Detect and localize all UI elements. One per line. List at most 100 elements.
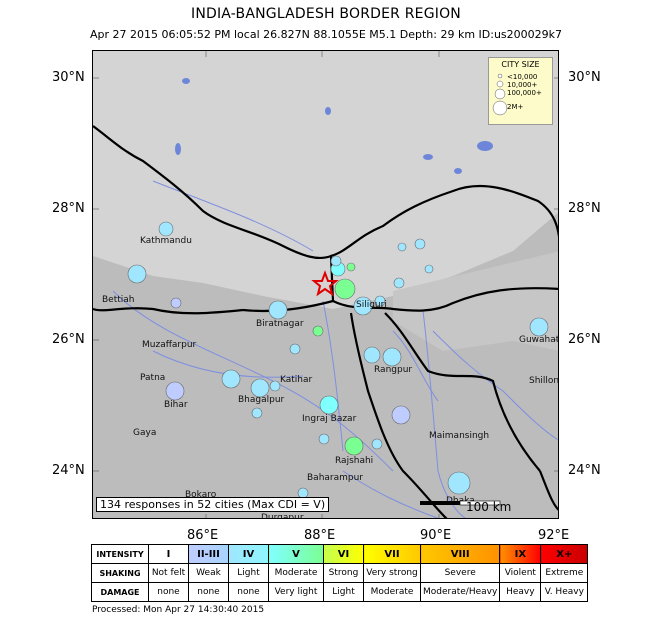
processed-timestamp: Processed: Mon Apr 27 14:30:40 2015 <box>92 605 265 615</box>
circle-7 <box>289 343 301 355</box>
circle-15 <box>371 438 383 450</box>
intensity-cell-5: VI <box>323 544 364 564</box>
circle-rajshahi <box>344 436 364 456</box>
intensity-header: INTENSITY <box>91 544 149 564</box>
circle-siliguri <box>334 278 356 300</box>
shaking-cell-2: Weak <box>188 563 229 583</box>
lat-label-24-left: 24°N <box>52 463 85 478</box>
city-label-ingraj-bazar: Ingraj Bazar <box>302 414 357 424</box>
damage-cell-9: V. Heavy <box>540 582 589 602</box>
circle-bihar <box>165 381 185 401</box>
city-size-item-2: 10,000+ <box>507 81 538 89</box>
event-subtitle: Apr 27 2015 06:05:52 PM local 26.827N 88… <box>89 28 563 41</box>
city-label-shillong: Shillong <box>529 376 559 386</box>
intensity-cell-7: VIII <box>419 544 501 564</box>
map-svg: Kathmandu Bettiah Muzaffarpur Patna Biha… <box>93 51 559 518</box>
intensity-cell-2: II-III <box>188 544 229 564</box>
lat-label-28-right: 28°N <box>568 201 601 216</box>
city-label-siliguri: Siliguri <box>356 300 387 310</box>
circle-rangpur <box>382 347 402 367</box>
damage-cell-2: none <box>188 582 229 602</box>
city-size-item-1: <10,000 <box>507 73 538 81</box>
city-label-biratnagar: Biratnagar <box>256 319 304 329</box>
lat-label-26-right: 26°N <box>568 332 601 347</box>
shaking-cell-7: Severe <box>419 563 501 583</box>
responses-summary: 134 responses in 52 cities (Max CDI = V) <box>96 497 330 512</box>
damage-cell-1: none <box>148 582 189 602</box>
circle-13 <box>391 405 411 425</box>
circle-dhaka <box>447 471 471 495</box>
damage-cell-6: Moderate <box>363 582 421 602</box>
circle-20 <box>393 277 405 289</box>
national-borders <box>93 125 558 518</box>
city-size-legend: CITY SIZE <10,000 10,000+ 100,000+ 2M+ <box>488 57 553 125</box>
lon-label-92: 92°E <box>538 528 570 543</box>
intensity-cell-9: X+ <box>540 544 589 564</box>
lon-label-90: 90°E <box>420 528 452 543</box>
damage-cell-4: Very light <box>268 582 324 602</box>
city-label-bhagalpur: Bhagalpur <box>238 395 285 405</box>
scale-bar <box>420 500 501 506</box>
city-label-katihar: Katihar <box>280 375 313 385</box>
circle-8 <box>363 346 381 364</box>
city-size-symbols <box>492 73 508 116</box>
intensity-cell-3: IV <box>228 544 269 564</box>
damage-cell-7: Moderate/Heavy <box>419 582 501 602</box>
city-label-bihar: Bihar <box>164 400 188 410</box>
circle-kathmandu <box>158 221 174 237</box>
city-size-item-3: 100,000+ <box>507 89 542 97</box>
damage-row: DAMAGE none none none Very light Light M… <box>91 582 589 602</box>
lat-label-26-left: 26°N <box>52 332 85 347</box>
circle-5 <box>374 295 386 307</box>
city-label-guwahati: Guwahati <box>519 335 559 345</box>
intensity-cell-1: I <box>148 544 189 564</box>
shaking-cell-3: Light <box>228 563 269 583</box>
circle-14 <box>318 433 330 445</box>
lat-label-30-right: 30°N <box>568 70 601 85</box>
circle-9 <box>221 369 241 389</box>
shaking-cell-6: Very strong <box>363 563 421 583</box>
city-label-gaya: Gaya <box>133 428 156 438</box>
city-label-bettiah: Bettiah <box>102 295 135 305</box>
shaking-row: SHAKING Not felt Weak Light Moderate Str… <box>91 563 589 583</box>
damage-cell-3: none <box>228 582 269 602</box>
epicenter-star-icon <box>311 270 339 297</box>
city-label-rajshahi: Rajshahi <box>335 456 373 466</box>
shaking-cell-9: Extreme <box>540 563 589 583</box>
circle-11 <box>251 407 263 419</box>
circle-3 <box>346 262 356 272</box>
intensity-cell-4: V <box>268 544 324 564</box>
shaking-cell-1: Not felt <box>148 563 189 583</box>
grid-lines <box>93 51 558 518</box>
shaking-cell-5: Strong <box>323 563 364 583</box>
lat-label-30-left: 30°N <box>52 70 85 85</box>
lat-label-24-right: 24°N <box>568 463 601 478</box>
circle-guwahati <box>529 317 549 337</box>
rivers <box>112 180 558 518</box>
shaking-cell-8: Violent <box>499 563 542 583</box>
lat-label-28-left: 28°N <box>52 201 85 216</box>
city-size-title: CITY SIZE <box>501 60 540 69</box>
lon-label-88: 88°E <box>304 528 336 543</box>
city-size-item-4: 2M+ <box>507 103 524 111</box>
circle-biratnagar <box>268 300 288 320</box>
circle-19 <box>424 264 434 274</box>
damage-cell-5: Light <box>323 582 364 602</box>
city-label-rangpur: Rangpur <box>374 365 412 375</box>
circle-bettiah <box>127 264 147 284</box>
intensity-cell-6: VII <box>363 544 421 564</box>
himalaya-terrain <box>93 51 558 309</box>
circle-21 <box>330 255 342 267</box>
lon-label-86: 86°E <box>187 528 219 543</box>
damage-header: DAMAGE <box>91 582 149 602</box>
circle-17 <box>397 242 407 252</box>
circle-18 <box>414 238 426 250</box>
map-title: INDIA-BANGLADESH BORDER REGION <box>191 6 461 22</box>
city-label-muzaffarpur: Muzaffarpur <box>142 340 197 350</box>
damage-cell-8: Heavy <box>499 582 542 602</box>
shaking-cell-4: Moderate <box>268 563 324 583</box>
intensity-cell-8: IX <box>499 544 542 564</box>
city-label-kathmandu: Kathmandu <box>140 236 192 246</box>
intensity-circles <box>127 221 549 499</box>
circle-12 <box>319 395 339 415</box>
